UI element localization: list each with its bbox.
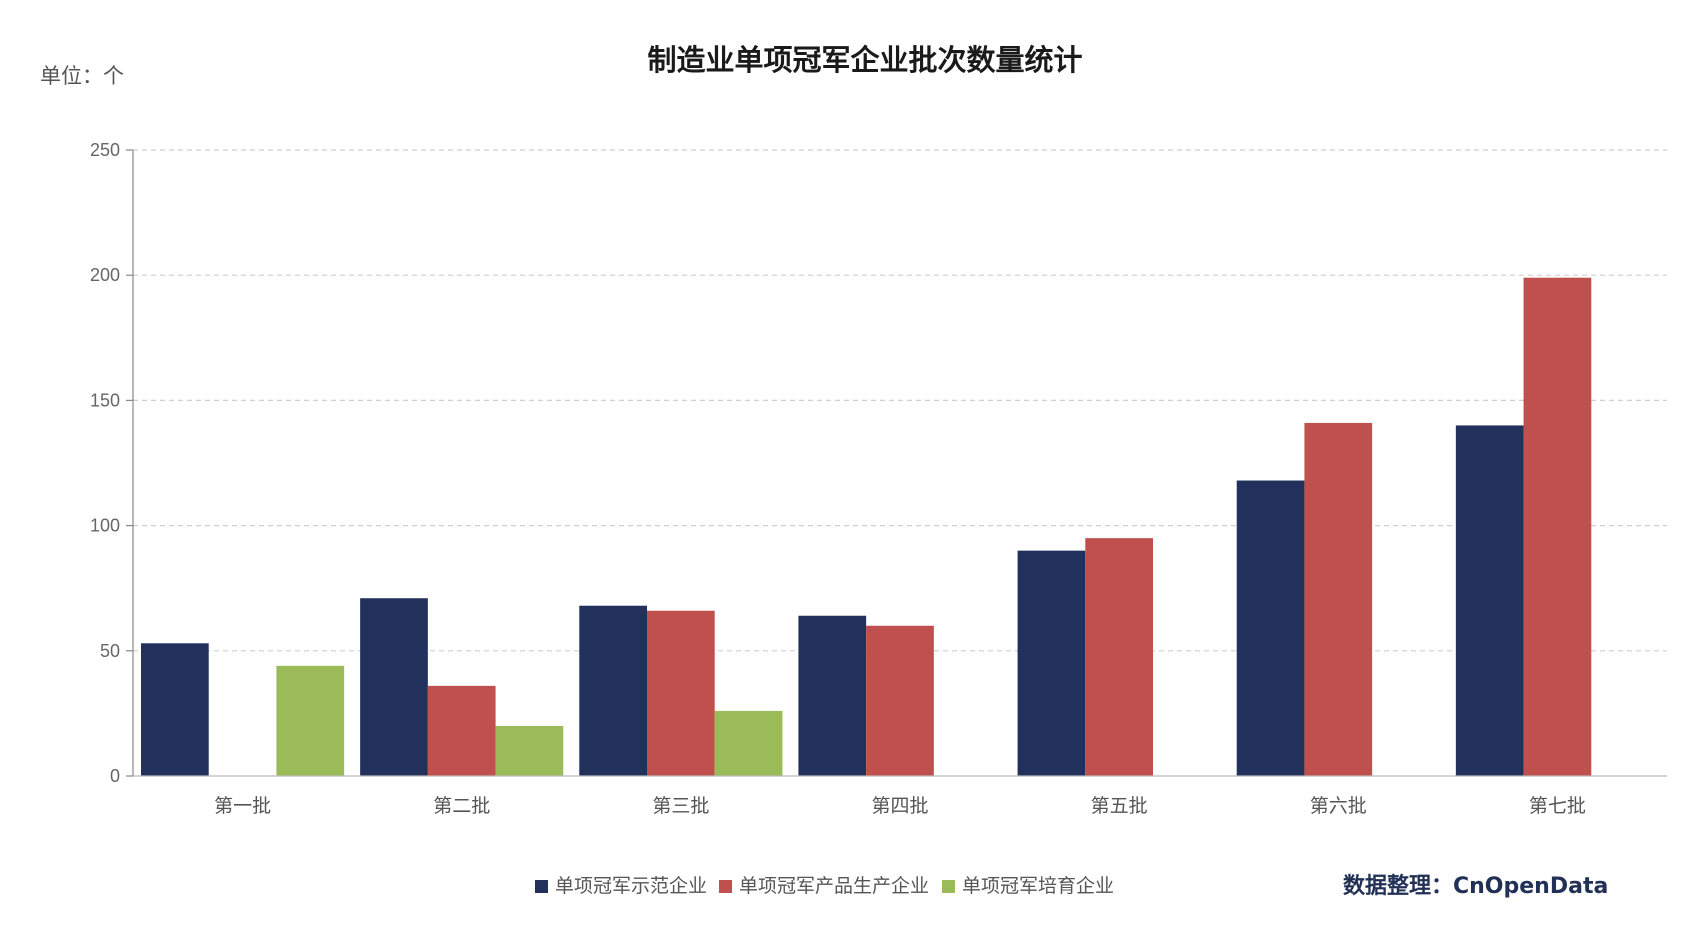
- bar: [1017, 550, 1086, 776]
- bar: [1523, 277, 1592, 776]
- legend-swatch: [535, 880, 548, 893]
- bar: [798, 615, 867, 776]
- x-tick-label: 第三批: [652, 795, 709, 817]
- bar: [276, 665, 345, 776]
- bar: [714, 710, 783, 776]
- bar: [1304, 422, 1373, 776]
- bar: [141, 643, 209, 776]
- bar: [647, 610, 715, 776]
- y-tick-label: 250: [90, 140, 120, 160]
- x-tick-label: 第四批: [871, 795, 928, 817]
- legend-label: 单项冠军产品生产企业: [739, 875, 929, 897]
- bar: [1085, 538, 1153, 776]
- bars: [141, 277, 1592, 776]
- y-tick-label: 150: [90, 390, 120, 410]
- y-axis: 0 50 100 150 200 250: [90, 140, 134, 786]
- x-tick-label: 第六批: [1310, 795, 1367, 817]
- bar: [579, 605, 647, 776]
- bar: [495, 725, 564, 776]
- x-tick-label: 第二批: [433, 795, 490, 817]
- source-credit: 数据整理：CnOpenData: [1343, 873, 1608, 899]
- legend-label: 单项冠军示范企业: [555, 875, 707, 897]
- y-tick-label: 50: [100, 641, 120, 661]
- legend-label: 单项冠军培育企业: [962, 875, 1114, 897]
- bar: [866, 625, 934, 776]
- bar: [360, 598, 428, 776]
- grid-lines: [133, 149, 1667, 652]
- x-axis: 第一批 第二批 第三批 第四批 第五批 第六批 第七批: [133, 775, 1667, 817]
- x-tick-label: 第五批: [1091, 795, 1148, 817]
- unit-label: 单位：个: [40, 64, 124, 88]
- bar: [1236, 480, 1305, 776]
- legend-swatch: [719, 880, 732, 893]
- y-tick-label: 0: [110, 766, 120, 786]
- x-tick-label: 第七批: [1529, 795, 1586, 817]
- y-tick-label: 200: [90, 265, 120, 285]
- bar: [1455, 425, 1524, 776]
- legend-swatch: [942, 880, 955, 893]
- x-tick-label: 第一批: [214, 795, 271, 817]
- bar: [427, 685, 496, 776]
- legend: 单项冠军示范企业 单项冠军产品生产企业 单项冠军培育企业: [535, 875, 1114, 897]
- chart-title: 制造业单项冠军企业批次数量统计: [647, 43, 1082, 77]
- y-tick-label: 100: [90, 516, 120, 536]
